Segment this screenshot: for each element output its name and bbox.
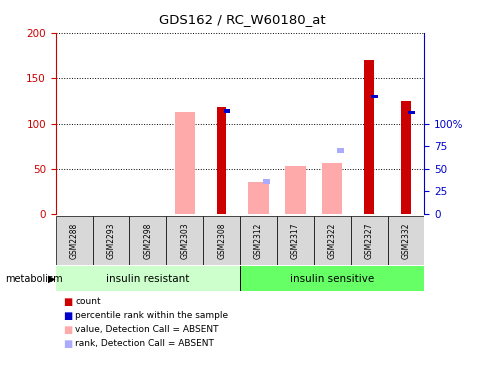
Bar bbox=[240, 266, 424, 291]
Text: GSM2308: GSM2308 bbox=[217, 223, 226, 259]
Bar bbox=[371, 94, 377, 98]
Text: insulin resistant: insulin resistant bbox=[106, 273, 189, 284]
Bar bbox=[248, 182, 268, 214]
Text: metabolism: metabolism bbox=[5, 274, 62, 284]
Text: GSM2317: GSM2317 bbox=[290, 223, 299, 259]
Text: GSM2303: GSM2303 bbox=[180, 222, 189, 259]
Bar bbox=[336, 149, 343, 153]
Text: GSM2312: GSM2312 bbox=[254, 223, 262, 259]
Bar bbox=[387, 216, 424, 265]
Text: GSM2322: GSM2322 bbox=[327, 223, 336, 259]
Bar bbox=[276, 216, 313, 265]
Bar bbox=[216, 107, 226, 214]
Bar bbox=[313, 216, 350, 265]
Text: ■: ■ bbox=[63, 339, 72, 349]
Text: GDS162 / RC_W60180_at: GDS162 / RC_W60180_at bbox=[159, 13, 325, 26]
Bar bbox=[174, 112, 195, 214]
Bar bbox=[240, 216, 276, 265]
Bar bbox=[56, 216, 92, 265]
Bar bbox=[321, 163, 342, 214]
Bar bbox=[224, 109, 230, 113]
Text: value, Detection Call = ABSENT: value, Detection Call = ABSENT bbox=[75, 325, 218, 334]
Bar bbox=[92, 216, 129, 265]
Text: ■: ■ bbox=[63, 311, 72, 321]
Text: rank, Detection Call = ABSENT: rank, Detection Call = ABSENT bbox=[75, 339, 213, 348]
Bar bbox=[285, 166, 305, 214]
Bar bbox=[408, 111, 414, 115]
Text: GSM2332: GSM2332 bbox=[401, 223, 409, 259]
Text: GSM2293: GSM2293 bbox=[106, 223, 115, 259]
Bar bbox=[400, 101, 409, 214]
Text: GSM2327: GSM2327 bbox=[364, 223, 373, 259]
Bar bbox=[129, 216, 166, 265]
Bar bbox=[166, 216, 203, 265]
Text: ■: ■ bbox=[63, 325, 72, 335]
Text: ■: ■ bbox=[63, 297, 72, 307]
Bar bbox=[203, 216, 240, 265]
Text: GSM2288: GSM2288 bbox=[70, 223, 78, 259]
Text: insulin sensitive: insulin sensitive bbox=[289, 273, 374, 284]
Bar bbox=[263, 179, 270, 184]
Text: percentile rank within the sample: percentile rank within the sample bbox=[75, 311, 228, 320]
Text: ▶: ▶ bbox=[47, 274, 55, 284]
Text: count: count bbox=[75, 298, 101, 306]
Bar bbox=[350, 216, 387, 265]
Bar bbox=[56, 266, 240, 291]
Text: GSM2298: GSM2298 bbox=[143, 223, 152, 259]
Bar bbox=[363, 60, 373, 214]
